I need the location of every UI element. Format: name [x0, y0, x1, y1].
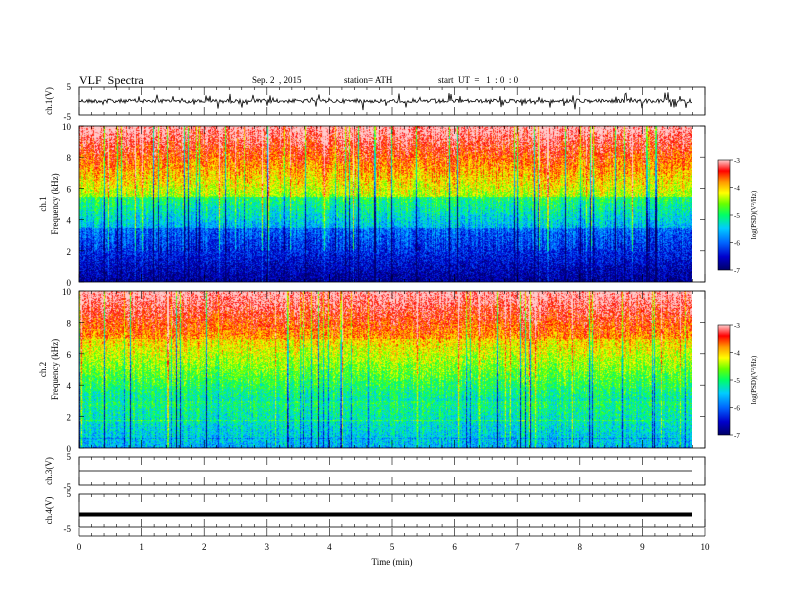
start-time-label: start UT = 1 : 0 : 0	[438, 75, 519, 85]
x-tick-label: 3	[265, 542, 270, 552]
colorbar-tick-label: -6	[734, 405, 740, 413]
ch2-spectrogram-channel: ch.2	[38, 362, 48, 377]
y-tick-label: 6	[67, 350, 72, 360]
waveform-lines	[78, 92, 693, 517]
x-tick-label: 7	[515, 542, 520, 552]
chart-title: VLF Spectra	[79, 73, 144, 87]
ch1-spectrogram-channel: ch.1	[38, 196, 48, 211]
colorbar-tick-label: -7	[734, 267, 740, 275]
y-tick-label: 4	[67, 381, 72, 391]
x-tick-label: 6	[452, 542, 457, 552]
x-tick-label: 5	[390, 542, 395, 552]
station-label: station= ATH	[344, 75, 393, 85]
y-tick-label: 0	[67, 278, 72, 288]
y-tick-label: 6	[67, 184, 72, 194]
x-tick-label: 1	[139, 542, 144, 552]
y-tick-label: 2	[67, 247, 72, 257]
ch1-waveform-ylabel: ch.1(V)	[44, 87, 54, 115]
colorbar-tick-label: -4	[734, 350, 740, 358]
colorbar-label: log(PSD)(V²/Hz)	[750, 355, 758, 404]
ch2-spectrogram-ylabel: Frequency (kHz)	[50, 339, 60, 400]
y-tick-label: 2	[67, 413, 72, 423]
x-axis-label: Time (min)	[372, 557, 413, 567]
y-tick-label: -5	[64, 524, 72, 534]
x-tick-label: 8	[578, 542, 583, 552]
colorbar	[717, 324, 731, 436]
axis-text: 5-5ch.1(V)5-5ch.3(V)5-5ch.4(V)0246810ch.…	[38, 82, 758, 567]
y-tick-label: 4	[67, 216, 72, 226]
y-tick-label: -5	[64, 482, 72, 492]
colorbar-tick-label: -4	[734, 185, 740, 193]
colorbar-tick-label: -5	[734, 377, 740, 385]
y-tick-label: 5	[67, 82, 72, 92]
y-tick-label: 0	[67, 444, 72, 454]
y-tick-label: 5	[67, 452, 72, 462]
y-tick-label: 10	[62, 122, 72, 132]
colorbar-tick-label: -6	[734, 240, 740, 248]
ch1-waveform-line	[78, 92, 693, 111]
x-tick-label: 4	[327, 542, 332, 552]
spectrogram-images	[79, 126, 692, 448]
y-tick-label: 8	[67, 318, 72, 328]
colorbar-tick-label: -5	[734, 212, 740, 220]
colorbar	[717, 159, 731, 271]
ch1-spectrogram-ylabel: Frequency (kHz)	[50, 173, 60, 234]
y-tick-label: 5	[67, 489, 72, 499]
x-tick-label: 0	[77, 542, 82, 552]
colorbar-tick-label: -7	[734, 432, 740, 440]
colorbar-tick-label: -3	[734, 157, 740, 165]
ch4-waveform-ylabel: ch.4(V)	[44, 497, 54, 525]
y-tick-label: -5	[64, 112, 72, 122]
y-tick-label: 10	[62, 287, 72, 297]
tick-marks	[78, 87, 733, 536]
spectrogram-image	[79, 126, 692, 282]
date-label: Sep. 2 , 2015	[252, 75, 302, 85]
x-tick-label: 10	[701, 542, 711, 552]
colorbar-label: log(PSD)(V²/Hz)	[750, 190, 758, 239]
spectrogram-image	[79, 291, 692, 448]
ch3-waveform-ylabel: ch.3(V)	[44, 457, 54, 485]
colorbar-tick-label: -3	[734, 322, 740, 330]
y-tick-label: 8	[67, 153, 72, 163]
x-tick-label: 9	[640, 542, 645, 552]
x-tick-label: 2	[202, 542, 207, 552]
